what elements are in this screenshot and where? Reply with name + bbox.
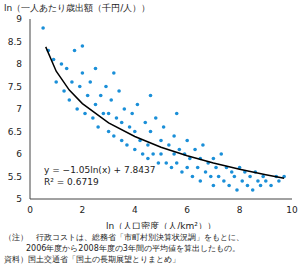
- svg-text:8: 8: [237, 205, 243, 215]
- svg-text:10: 10: [286, 205, 296, 215]
- svg-text:ln（人口密度（人/km²））: ln（人口密度（人/km²））: [106, 221, 216, 229]
- html-text:R² = 0.6719: R² = 0.6719: [44, 177, 99, 187]
- svg-text:5: 5: [16, 194, 22, 204]
- svg-text:6: 6: [184, 205, 190, 215]
- svg-text:7.5: 7.5: [8, 82, 22, 92]
- html-text:資料）国土交通省「国土の長期展望とりまとめ」: 資料）国土交通省「国土の長期展望とりまとめ」: [4, 255, 180, 264]
- svg-text:2: 2: [80, 205, 86, 215]
- svg-text:8: 8: [16, 59, 22, 69]
- svg-text:0: 0: [27, 205, 33, 215]
- svg-text:7: 7: [16, 104, 22, 114]
- html-text:2006年度から2008年度の3年間の平均値を算出したもの。: 2006年度から2008年度の3年間の平均値を算出したもの。: [26, 244, 240, 253]
- svg-text:9: 9: [16, 14, 22, 24]
- html-text:ln（一人あたり歳出額（千円/人））: ln（一人あたり歳出額（千円/人））: [4, 3, 151, 13]
- svg-text:5.5: 5.5: [8, 172, 22, 182]
- html-text:（注） 行政コストは、総務省「市町村別決算状況調」をもとに、: （注） 行政コストは、総務省「市町村別決算状況調」をもとに、: [4, 233, 244, 242]
- svg-text:4: 4: [132, 205, 138, 215]
- svg-text:8.5: 8.5: [8, 37, 22, 47]
- svg-text:6.5: 6.5: [8, 127, 22, 137]
- svg-text:6: 6: [16, 149, 22, 159]
- html-text:y = −1.05ln(x) + 7.8437: y = −1.05ln(x) + 7.8437: [44, 165, 156, 175]
